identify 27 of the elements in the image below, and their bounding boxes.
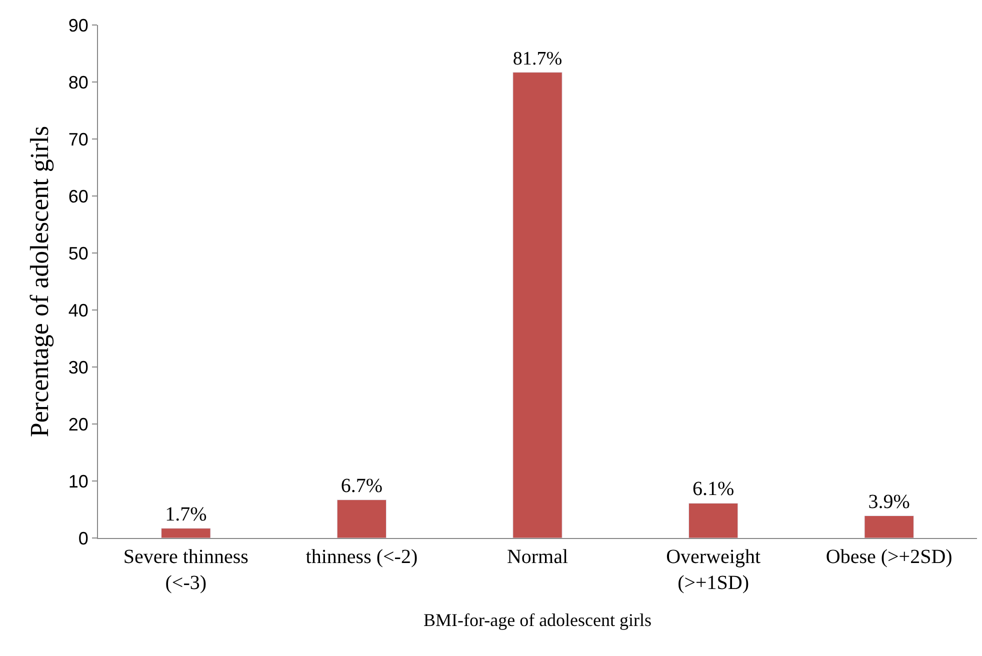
bar [688, 502, 738, 538]
y-tick-label: 10 [68, 471, 88, 492]
y-tick-label: 40 [68, 300, 88, 320]
y-axis-title: Percentage of adolescent girls [24, 126, 54, 438]
y-tick-label: 90 [68, 15, 88, 36]
y-tick-label: 20 [68, 414, 88, 434]
bar [161, 528, 211, 538]
x-tick-label: Severe thinness (<-3) [123, 546, 249, 594]
data-label: 6.1% [692, 478, 734, 500]
bar [336, 500, 387, 538]
y-tick-label: 0 [78, 528, 88, 548]
data-label: 6.7% [340, 474, 383, 497]
y-tick-label: 50 [68, 243, 88, 264]
bar [864, 516, 914, 538]
bar [512, 72, 562, 538]
x-tick-label: Obese (>+2SD) [826, 546, 952, 568]
y-tick-label: 30 [68, 357, 88, 378]
x-tick-label: Overweight (>+1SD) [666, 546, 761, 594]
x-tick-label: Normal [506, 546, 568, 568]
y-tick-label: 60 [68, 186, 88, 206]
x-tick-label: thinness (<-2) [306, 546, 418, 568]
data-label: 3.9% [868, 490, 910, 513]
y-tick-label: 70 [68, 129, 88, 150]
x-axis-title: BMI-for-age of adolescent girls [423, 610, 652, 630]
data-label: 1.7% [165, 503, 207, 526]
data-label: 81.7% [512, 48, 562, 70]
y-tick-label: 80 [68, 72, 88, 92]
